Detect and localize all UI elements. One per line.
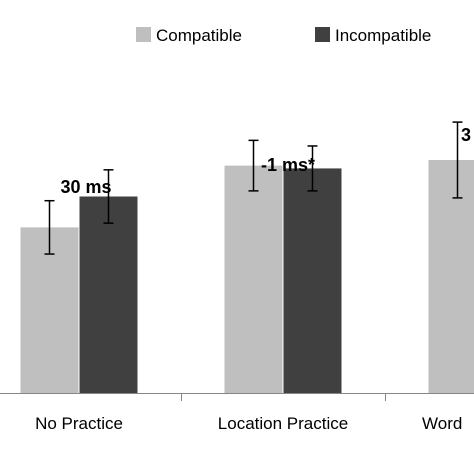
bar-incompatible [283,168,342,393]
legend-swatch-compatible [136,27,151,42]
error-bar [307,145,318,192]
bar-incompatible [79,196,138,393]
legend-label-compatible: Compatible [156,26,242,45]
legend-label-incompatible: Incompatible [335,26,431,45]
bar-compatible [20,227,79,393]
x-tick-label: Location Practice [218,414,348,433]
error-bar [452,121,463,199]
bar-annotation: 30 ms [60,177,111,197]
legend: Compatible Incompatible [136,26,431,45]
error-bar [103,169,114,224]
bar-annotation: -1 ms* [261,155,315,175]
bar-compatible [428,160,474,393]
error-bar [248,139,259,192]
bar-compatible [224,165,283,393]
legend-swatch-incompatible [315,27,330,42]
plot-area [20,121,474,393]
x-tick-label: No Practice [35,414,123,433]
bar-annotation: 3 [461,125,471,145]
error-bar [44,199,55,255]
x-tick-label: Word [422,414,462,433]
